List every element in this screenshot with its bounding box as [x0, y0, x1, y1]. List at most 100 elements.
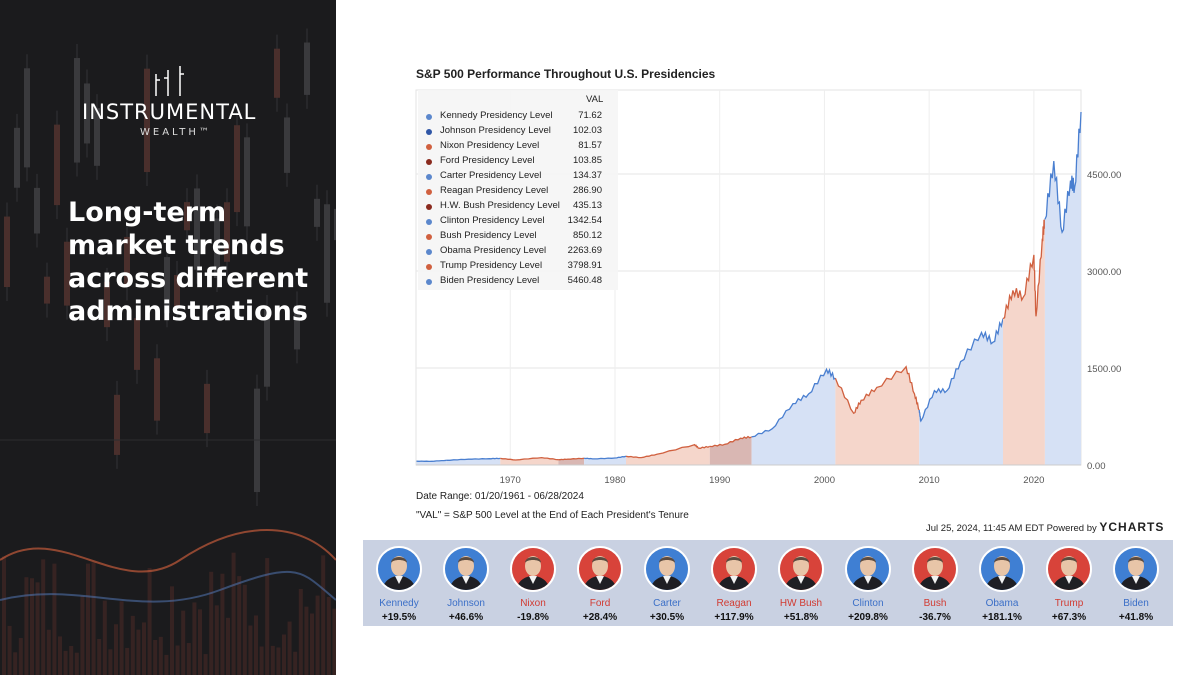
legend-dot-icon — [426, 144, 432, 150]
legend-dot-icon — [426, 114, 432, 120]
presidency-area — [626, 444, 710, 465]
president-portrait — [510, 546, 556, 592]
legend-dot-icon — [426, 264, 432, 270]
legend-label: Reagan Presidency Level — [440, 185, 549, 196]
legend-value: 71.62 — [578, 110, 602, 121]
president-portrait — [1113, 546, 1159, 592]
legend-val-header: VAL — [586, 94, 604, 105]
brand-name: INSTRUMENTAL — [82, 100, 257, 124]
president-card: Carter +30.5% — [634, 546, 700, 624]
presidency-line — [709, 435, 752, 448]
legend-item[interactable]: Obama Presidency Level 2263.69 — [418, 244, 618, 259]
presidency-line — [918, 318, 1004, 423]
legend-dot-icon — [426, 129, 432, 135]
y-tick-label: 3000.00 — [1087, 267, 1121, 278]
legend-item[interactable]: Bush Presidency Level 850.12 — [418, 229, 618, 244]
chart-title: S&P 500 Performance Throughout U.S. Pres… — [416, 67, 716, 81]
legend-label: Bush Presidency Level — [440, 230, 537, 241]
val-note: "VAL" = S&P 500 Level at the End of Each… — [416, 510, 689, 521]
president-name: Nixon — [520, 598, 546, 609]
president-card: Obama +181.1% — [969, 546, 1035, 624]
president-card: HW Bush +51.8% — [768, 546, 834, 624]
president-return: +67.3% — [1051, 612, 1087, 623]
president-name: HW Bush — [779, 598, 823, 609]
x-tick-label: 1970 — [500, 475, 521, 486]
presidency-line — [416, 459, 447, 463]
legend-dot-icon — [426, 219, 432, 225]
legend-item[interactable]: Carter Presidency Level 134.37 — [418, 169, 618, 184]
presidency-area — [835, 366, 920, 465]
presidency-line — [1002, 219, 1046, 320]
legend-label: Obama Presidency Level — [440, 245, 547, 256]
legend-value: 5460.48 — [567, 275, 602, 286]
presidency-line — [584, 455, 627, 460]
president-name: Clinton — [852, 598, 884, 609]
legend-value: 81.57 — [578, 140, 602, 151]
legend-dot-icon — [426, 159, 432, 165]
presidency-line — [751, 367, 836, 438]
presidency-area — [919, 318, 1003, 465]
legend-item[interactable]: Reagan Presidency Level 286.90 — [418, 184, 618, 199]
legend-value: 134.37 — [572, 170, 602, 181]
president-portrait — [376, 546, 422, 592]
legend-item[interactable]: Johnson Presidency Level 102.03 — [418, 124, 618, 139]
president-name: Ford — [589, 598, 611, 609]
president-name: Johnson — [447, 598, 485, 609]
legend-label: Biden Presidency Level — [440, 275, 540, 286]
presidency-line — [1044, 111, 1082, 234]
president-card: Trump +67.3% — [1036, 546, 1102, 624]
president-return: +41.8% — [1118, 612, 1154, 623]
president-name: Trump — [1054, 598, 1084, 609]
legend-value: 3798.91 — [567, 260, 602, 271]
headline: Long-term market trends across different… — [68, 197, 309, 327]
president-portrait — [778, 546, 824, 592]
legend-value: 435.13 — [572, 200, 602, 211]
legend-item[interactable]: Nixon Presidency Level 81.57 — [418, 139, 618, 154]
president-card: Kennedy +19.5% — [366, 546, 432, 624]
presidency-line — [834, 365, 920, 415]
legend-label: Johnson Presidency Level — [440, 125, 551, 136]
candlestick-background — [0, 28, 336, 675]
president-portrait — [979, 546, 1025, 592]
chart-legend: VAL Kennedy Presidency Level 71.62 Johnson… — [418, 90, 618, 290]
president-card: Ford +28.4% — [567, 546, 633, 624]
presidency-area — [558, 458, 585, 465]
presidency-area — [500, 457, 559, 465]
x-tick-label: 2010 — [919, 475, 940, 486]
date-range: Date Range: 01/20/1961 - 06/28/2024 — [416, 491, 584, 502]
legend-label: Clinton Presidency Level — [440, 215, 545, 226]
president-portrait — [443, 546, 489, 592]
legend-dot-icon — [426, 249, 432, 255]
legend-item[interactable]: Trump Presidency Level 3798.91 — [418, 259, 618, 274]
president-card: Biden +41.8% — [1103, 546, 1169, 624]
president-return: +28.4% — [582, 612, 618, 623]
president-card: Johnson +46.6% — [433, 546, 499, 624]
legend-item[interactable]: Ford Presidency Level 103.85 — [418, 154, 618, 169]
presidency-area — [751, 369, 836, 465]
president-return: -36.7% — [919, 612, 951, 623]
legend-item[interactable]: H.W. Bush Presidency Level 435.13 — [418, 199, 618, 214]
presidency-area — [709, 436, 752, 465]
president-card: Bush -36.7% — [902, 546, 968, 624]
legend-item[interactable]: Clinton Presidency Level 1342.54 — [418, 214, 618, 229]
president-return: +46.6% — [448, 612, 484, 623]
legend-label: Nixon Presidency Level — [440, 140, 540, 151]
brand-logo: INSTRUMENTAL WEALTH™ — [82, 66, 262, 146]
president-portrait — [577, 546, 623, 592]
presidency-line — [625, 443, 711, 459]
president-name: Bush — [923, 598, 947, 609]
legend-item[interactable]: Biden Presidency Level 5460.48 — [418, 274, 618, 289]
legend-label: Ford Presidency Level — [440, 155, 535, 166]
legend-value: 102.03 — [572, 125, 602, 136]
president-name: Carter — [653, 598, 681, 609]
presidents-strip: Kennedy +19.5% Johnson +46.6% Nixon -19.8% For… — [363, 540, 1173, 626]
left-panel: INSTRUMENTAL WEALTH™ Long-term market tr… — [0, 0, 336, 675]
president-name: Kennedy — [379, 598, 419, 609]
y-tick-label: 4500.00 — [1087, 170, 1121, 181]
y-tick-label: 1500.00 — [1087, 364, 1121, 375]
presidency-line — [558, 457, 585, 461]
legend-item[interactable]: Kennedy Presidency Level 71.62 — [418, 109, 618, 124]
footer-text: Jul 25, 2024, 11:45 AM EDT Powered by — [926, 523, 1097, 534]
president-return: +117.9% — [714, 612, 754, 623]
president-return: +51.8% — [783, 612, 819, 623]
